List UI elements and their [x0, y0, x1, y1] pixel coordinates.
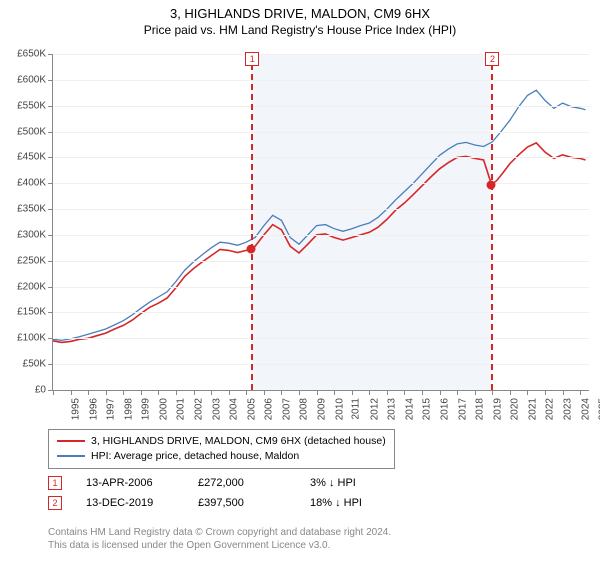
footer-attribution: Contains HM Land Registry data © Crown c…: [48, 526, 391, 552]
chart-container: 3, HIGHLANDS DRIVE, MALDON, CM9 6HX Pric…: [0, 6, 600, 566]
x-tick-label: 2022: [545, 398, 556, 420]
y-tick-label: £350K: [17, 204, 46, 215]
sale-dot: [487, 180, 496, 189]
y-tick-label: £300K: [17, 229, 46, 240]
x-tick-label: 2017: [457, 398, 468, 420]
sale-marker: 1: [245, 52, 259, 66]
page-subtitle: Price paid vs. HM Land Registry's House …: [0, 23, 600, 37]
sale-vline: [251, 54, 253, 390]
x-tick-label: 1999: [141, 398, 152, 420]
sale-index: 2: [48, 496, 62, 510]
x-tick-label: 1997: [105, 398, 116, 420]
footer-line-1: Contains HM Land Registry data © Crown c…: [48, 526, 391, 539]
x-tick-label: 2014: [404, 398, 415, 420]
x-tick-label: 2009: [316, 398, 327, 420]
y-tick-label: £400K: [17, 178, 46, 189]
x-tick-label: 2013: [387, 398, 398, 420]
x-tick-label: 2001: [176, 398, 187, 420]
sale-dot: [247, 245, 256, 254]
y-tick-label: £0: [35, 385, 46, 396]
legend-swatch: [57, 455, 85, 457]
sale-diff: 18% ↓ HPI: [310, 497, 398, 509]
x-tick-label: 2023: [562, 398, 573, 420]
y-tick-label: £550K: [17, 100, 46, 111]
x-tick-label: 2004: [228, 398, 239, 420]
chart-lines: [53, 54, 589, 390]
x-tick-label: 2021: [527, 398, 538, 420]
x-tick-label: 2005: [246, 398, 257, 420]
x-tick-label: 2007: [281, 398, 292, 420]
x-tick-label: 2010: [334, 398, 345, 420]
sale-index: 1: [48, 476, 62, 490]
page-title: 3, HIGHLANDS DRIVE, MALDON, CM9 6HX: [0, 6, 600, 21]
x-tick-label: 2011: [351, 398, 362, 420]
y-tick-label: £250K: [17, 255, 46, 266]
chart-area: 12 £0£50K£100K£150K£200K£250K£300K£350K£…: [4, 50, 594, 420]
series-line: [53, 90, 586, 340]
legend-label: HPI: Average price, detached house, Mald…: [91, 450, 299, 462]
y-tick-label: £150K: [17, 307, 46, 318]
sale-price: £272,000: [198, 477, 286, 489]
y-tick-label: £450K: [17, 152, 46, 163]
sale-date: 13-DEC-2019: [86, 497, 174, 509]
sale-price: £397,500: [198, 497, 286, 509]
x-tick-label: 2008: [299, 398, 310, 420]
sale-diff: 3% ↓ HPI: [310, 477, 398, 489]
x-tick-label: 1998: [123, 398, 134, 420]
x-tick-label: 2016: [439, 398, 450, 420]
y-tick-label: £500K: [17, 126, 46, 137]
x-tick-label: 2024: [580, 398, 591, 420]
x-tick-label: 2012: [369, 398, 380, 420]
sale-row: 2 13-DEC-2019 £397,500 18% ↓ HPI: [48, 496, 398, 510]
x-tick-label: 2015: [422, 398, 433, 420]
x-tick-label: 2003: [211, 398, 222, 420]
sale-marker: 2: [485, 52, 499, 66]
x-tick-label: 2006: [264, 398, 275, 420]
legend-item: HPI: Average price, detached house, Mald…: [57, 449, 386, 464]
plot-area: 12: [52, 54, 589, 391]
y-tick-label: £100K: [17, 333, 46, 344]
sale-row: 1 13-APR-2006 £272,000 3% ↓ HPI: [48, 476, 398, 490]
footer-line-2: This data is licensed under the Open Gov…: [48, 539, 391, 552]
x-tick-label: 1996: [88, 398, 99, 420]
y-tick-label: £600K: [17, 74, 46, 85]
legend-item: 3, HIGHLANDS DRIVE, MALDON, CM9 6HX (det…: [57, 434, 386, 449]
sale-vline: [491, 54, 493, 390]
y-tick-label: £50K: [23, 359, 46, 370]
y-tick-label: £650K: [17, 49, 46, 60]
legend-label: 3, HIGHLANDS DRIVE, MALDON, CM9 6HX (det…: [91, 435, 386, 447]
x-tick-label: 2020: [510, 398, 521, 420]
legend-swatch: [57, 440, 85, 442]
x-tick-label: 2000: [158, 398, 169, 420]
sales-table: 1 13-APR-2006 £272,000 3% ↓ HPI 2 13-DEC-2019…: [48, 476, 398, 516]
legend: 3, HIGHLANDS DRIVE, MALDON, CM9 6HX (det…: [48, 429, 395, 469]
x-tick-label: 2018: [474, 398, 485, 420]
y-tick-label: £200K: [17, 281, 46, 292]
sale-date: 13-APR-2006: [86, 477, 174, 489]
x-tick-label: 2019: [492, 398, 503, 420]
x-tick-label: 1995: [70, 398, 81, 420]
x-tick-label: 2002: [193, 398, 204, 420]
